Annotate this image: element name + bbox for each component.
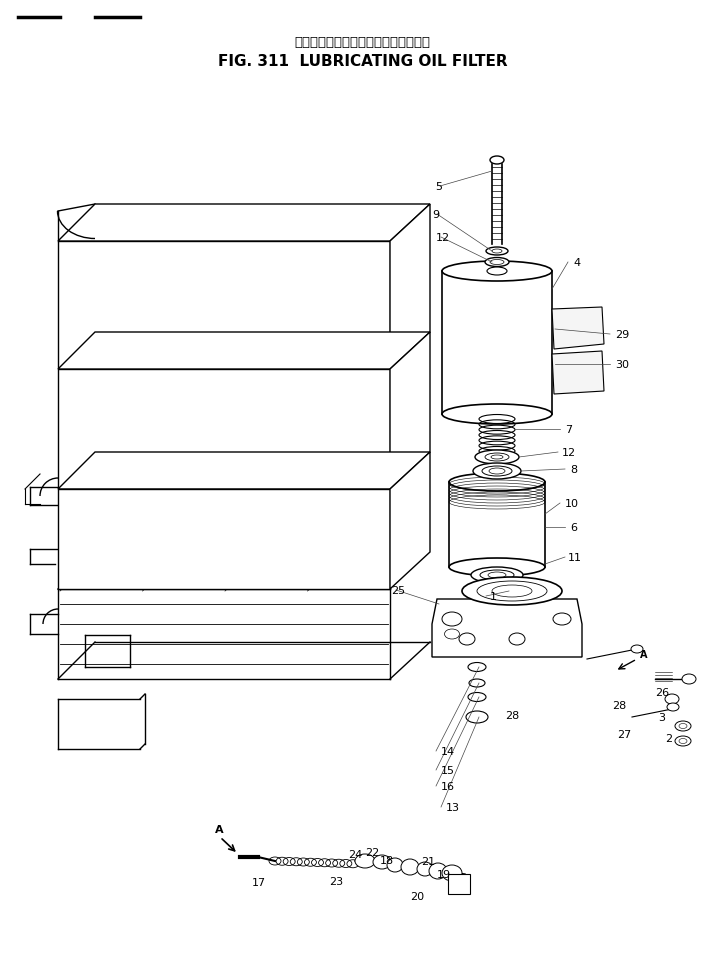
- Ellipse shape: [449, 559, 545, 576]
- Polygon shape: [390, 332, 430, 489]
- Ellipse shape: [553, 614, 571, 625]
- Ellipse shape: [429, 863, 447, 879]
- Ellipse shape: [468, 662, 486, 672]
- Ellipse shape: [492, 250, 502, 254]
- Text: 14: 14: [441, 746, 455, 756]
- Polygon shape: [58, 369, 390, 489]
- Polygon shape: [552, 352, 604, 395]
- Text: 3: 3: [658, 712, 665, 722]
- Polygon shape: [58, 332, 430, 369]
- Polygon shape: [390, 452, 430, 589]
- Text: 11: 11: [568, 552, 582, 563]
- Bar: [448, 874, 470, 894]
- Ellipse shape: [475, 450, 519, 464]
- Text: 30: 30: [615, 360, 629, 369]
- Ellipse shape: [487, 268, 507, 276]
- Ellipse shape: [387, 858, 403, 872]
- Text: 24: 24: [348, 849, 362, 859]
- Ellipse shape: [466, 711, 488, 723]
- Text: A: A: [215, 825, 223, 834]
- Text: 21: 21: [421, 856, 435, 867]
- Ellipse shape: [675, 721, 691, 731]
- Ellipse shape: [449, 474, 545, 491]
- Ellipse shape: [682, 674, 696, 684]
- Ellipse shape: [459, 633, 475, 646]
- Ellipse shape: [442, 404, 552, 425]
- Text: 29: 29: [615, 329, 629, 340]
- Polygon shape: [58, 241, 390, 369]
- Text: ルーブリケーティングオイルフィルタ: ルーブリケーティングオイルフィルタ: [294, 35, 431, 49]
- Polygon shape: [552, 308, 604, 350]
- Ellipse shape: [469, 679, 485, 687]
- Text: 28: 28: [612, 701, 626, 710]
- Text: 18: 18: [380, 855, 394, 865]
- Ellipse shape: [373, 855, 391, 870]
- Text: 26: 26: [655, 687, 669, 698]
- Text: 16: 16: [441, 782, 455, 791]
- Ellipse shape: [442, 865, 462, 881]
- Polygon shape: [432, 599, 582, 658]
- Ellipse shape: [417, 862, 433, 876]
- Text: 6: 6: [570, 523, 577, 532]
- Text: 7: 7: [565, 425, 572, 435]
- Polygon shape: [58, 205, 430, 241]
- Text: 13: 13: [446, 802, 460, 812]
- Text: 15: 15: [441, 765, 455, 775]
- Ellipse shape: [442, 613, 462, 626]
- Text: FIG. 311  LUBRICATING OIL FILTER: FIG. 311 LUBRICATING OIL FILTER: [218, 55, 508, 69]
- Text: 17: 17: [252, 877, 266, 887]
- Text: 28: 28: [505, 710, 519, 720]
- Text: 20: 20: [410, 891, 424, 901]
- Ellipse shape: [482, 467, 512, 477]
- Text: 12: 12: [562, 447, 576, 457]
- Text: 1: 1: [490, 591, 497, 602]
- Ellipse shape: [462, 577, 562, 606]
- Ellipse shape: [444, 629, 460, 639]
- Ellipse shape: [486, 248, 508, 256]
- Ellipse shape: [355, 854, 375, 869]
- Text: 22: 22: [365, 847, 379, 857]
- Text: 10: 10: [565, 498, 579, 508]
- Ellipse shape: [468, 693, 486, 701]
- Text: 23: 23: [329, 876, 343, 886]
- Ellipse shape: [509, 633, 525, 646]
- Ellipse shape: [473, 463, 521, 480]
- Text: 27: 27: [617, 729, 631, 740]
- Text: 9: 9: [432, 210, 439, 220]
- Text: 25: 25: [391, 585, 405, 595]
- Text: 19: 19: [437, 870, 451, 879]
- Ellipse shape: [675, 737, 691, 746]
- Text: 8: 8: [570, 464, 577, 475]
- Ellipse shape: [667, 703, 679, 711]
- Ellipse shape: [665, 695, 679, 704]
- Text: 4: 4: [573, 258, 580, 268]
- Polygon shape: [390, 205, 430, 369]
- Ellipse shape: [485, 258, 509, 268]
- Ellipse shape: [490, 157, 504, 165]
- Ellipse shape: [471, 568, 523, 583]
- Ellipse shape: [485, 453, 509, 461]
- Polygon shape: [58, 452, 430, 489]
- Ellipse shape: [401, 859, 419, 875]
- Polygon shape: [58, 489, 390, 589]
- Ellipse shape: [480, 571, 514, 580]
- Text: 2: 2: [665, 734, 672, 743]
- Text: A: A: [640, 650, 647, 659]
- Ellipse shape: [631, 646, 643, 654]
- Text: 5: 5: [435, 182, 442, 191]
- Ellipse shape: [442, 262, 552, 281]
- Text: 12: 12: [436, 233, 450, 242]
